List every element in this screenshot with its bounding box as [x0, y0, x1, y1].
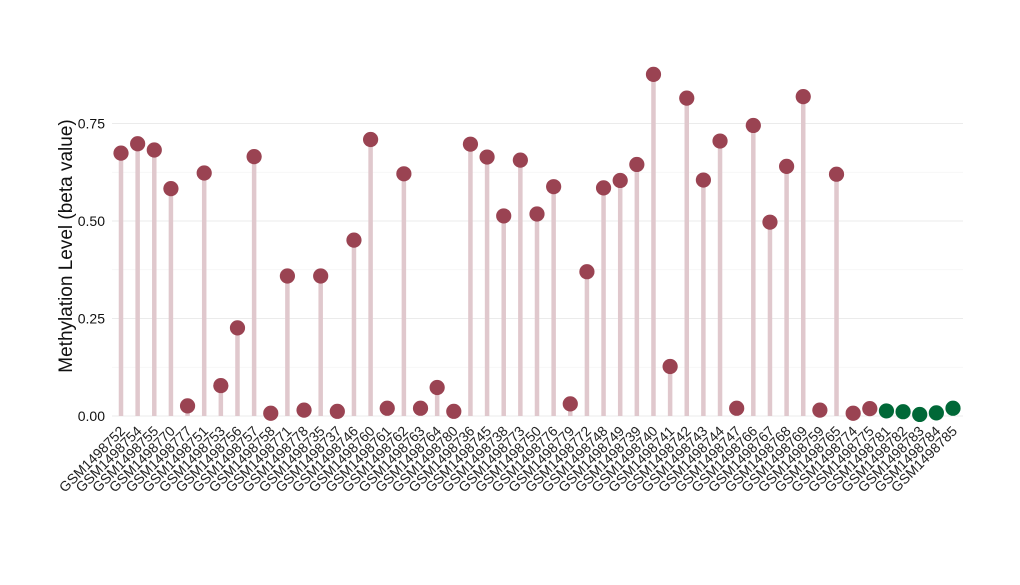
lollipop-point — [512, 152, 528, 168]
lollipop-point — [645, 66, 662, 82]
lollipop-point — [462, 136, 479, 152]
lollipop-point — [695, 172, 712, 188]
lollipop-point — [828, 166, 845, 182]
lollipop-point — [762, 214, 778, 230]
lollipop-point — [479, 149, 495, 165]
lollipop-point — [895, 404, 911, 420]
lollipop-point — [579, 264, 595, 280]
lollipop-point — [496, 208, 512, 224]
lollipop-point — [412, 400, 429, 416]
y-axis-label: Methylation Level (beta value) — [56, 119, 77, 372]
lollipop-point — [546, 179, 562, 195]
point-layer — [113, 66, 961, 423]
lollipop-point — [662, 358, 678, 375]
lollipop-point — [812, 402, 828, 418]
lollipop-point — [196, 165, 212, 181]
lollipop-point — [562, 396, 578, 412]
lollipop-point — [279, 268, 295, 284]
lollipop-point — [912, 406, 928, 423]
lollipop-point — [146, 142, 162, 158]
lollipop-point — [928, 405, 944, 421]
y-tick-label: 0.25 — [78, 311, 105, 327]
lollipop-point — [246, 149, 262, 165]
y-tick-label: 0.75 — [78, 116, 105, 132]
lollipop-point — [329, 403, 345, 419]
y-tick-label: 0.50 — [78, 213, 105, 229]
lollipop-point — [629, 156, 645, 173]
lollipop-point — [446, 403, 462, 419]
lollipop-point — [263, 405, 279, 421]
lollipop-point — [296, 402, 312, 418]
lollipop-point — [213, 377, 229, 394]
lollipop-point — [429, 379, 445, 396]
lollipop-point — [346, 232, 362, 248]
lollipop-point — [679, 90, 695, 106]
lollipop-point — [729, 400, 745, 416]
lollipop-point — [113, 145, 129, 161]
x-axis-ticks: GSM1498752GSM1498754GSM1498755GSM1498770… — [56, 423, 961, 496]
lollipop-point — [379, 400, 395, 416]
lollipop-point — [130, 136, 146, 152]
lollipop-point — [779, 158, 795, 174]
lollipop-point — [795, 88, 811, 105]
lollipop-point — [945, 400, 961, 416]
lollipop-point — [529, 206, 545, 222]
lollipop-point — [612, 172, 628, 189]
lollipop-point — [845, 405, 861, 421]
lollipop-point — [745, 117, 761, 134]
stem-layer — [118, 74, 956, 416]
lollipop-point — [229, 320, 246, 336]
y-tick-label: 0.00 — [78, 408, 105, 424]
y-axis-ticks: 0.00 0.25 0.50 0.75 — [78, 116, 105, 425]
lollipop-point — [363, 131, 379, 148]
lollipop-point — [862, 400, 878, 417]
lollipop-point — [179, 398, 196, 414]
lollipop-point — [163, 181, 179, 197]
lollipop-point — [396, 166, 412, 182]
lollipop-point — [595, 180, 612, 196]
lollipop-point — [878, 403, 895, 419]
lollipop-point — [712, 133, 728, 149]
lollipop-point — [313, 268, 329, 284]
